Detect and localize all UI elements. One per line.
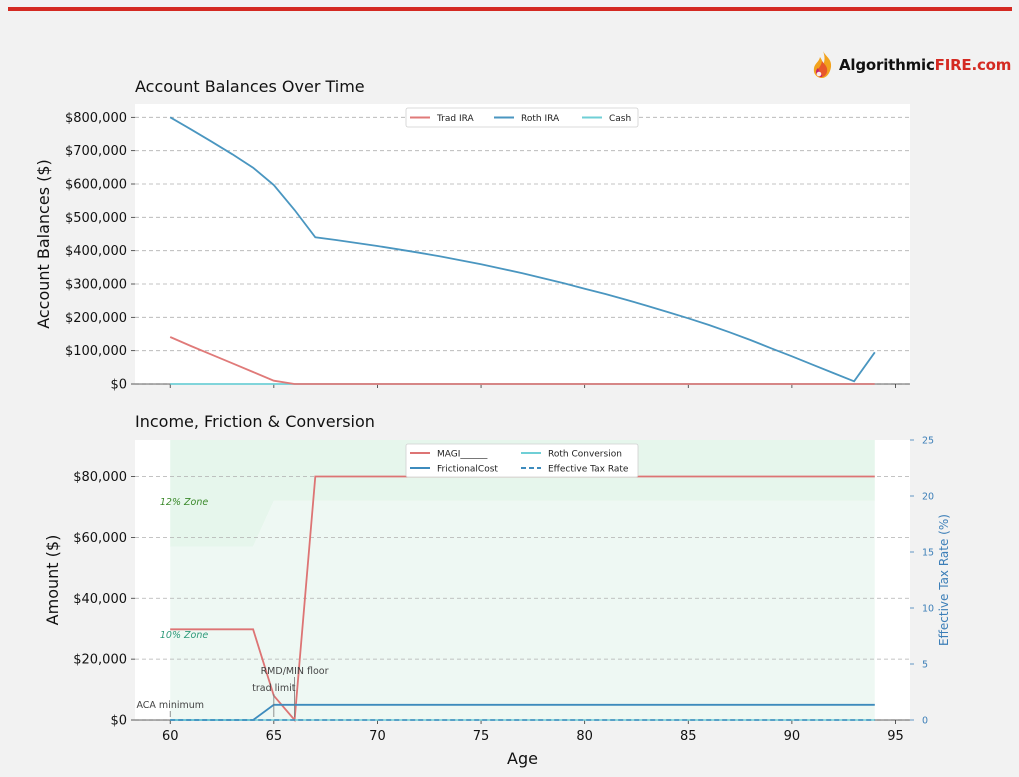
x-tick-label: 90 bbox=[784, 729, 801, 744]
brand-name-part2: FIRE.com bbox=[934, 56, 1012, 74]
y-tick-label: $100,000 bbox=[65, 344, 127, 359]
flame-icon bbox=[813, 51, 832, 78]
y-tick-label: $400,000 bbox=[65, 244, 127, 259]
brand-name-part1: Algorithmic bbox=[839, 56, 935, 74]
brand-name: AlgorithmicFIRE.com bbox=[839, 56, 1011, 74]
annotation-rmd-floor: RMD/MIN floor bbox=[261, 666, 329, 677]
top-accent-bar bbox=[8, 7, 1012, 11]
legend-label-effective-tax-rate: Effective Tax Rate bbox=[548, 465, 629, 475]
y-tick-label: $60,000 bbox=[73, 531, 127, 546]
x-tick-label: 60 bbox=[162, 729, 179, 744]
legend-box bbox=[405, 443, 639, 478]
zone-band-10-zone bbox=[170, 500, 875, 720]
x-tick-label: 85 bbox=[680, 729, 697, 744]
y-axis-label: Amount ($) bbox=[43, 535, 62, 626]
zone-band-12-zone bbox=[170, 440, 875, 547]
y-tick-label: $500,000 bbox=[65, 211, 127, 226]
y-tick-label: $20,000 bbox=[73, 653, 127, 668]
legend-box bbox=[405, 107, 639, 128]
zone-label-12: 12% Zone bbox=[160, 497, 208, 508]
x-tick-label: 95 bbox=[887, 729, 904, 744]
chart-title: Income, Friction & Conversion bbox=[135, 412, 375, 431]
y-tick-label: $300,000 bbox=[65, 278, 127, 293]
y2-tick-label: 5 bbox=[922, 660, 928, 671]
y-tick-label: $700,000 bbox=[65, 144, 127, 159]
zone-label-10: 10% Zone bbox=[160, 630, 208, 641]
y-tick-label: $800,000 bbox=[65, 111, 127, 126]
y2-axis-label: Effective Tax Rate (%) bbox=[937, 514, 951, 646]
series-line-roth-ira bbox=[169, 116, 876, 383]
annotation-aca-minimum: ACA minimum bbox=[136, 700, 204, 711]
x-tick-label: 70 bbox=[369, 729, 386, 744]
chart-title: Account Balances Over Time bbox=[135, 77, 365, 96]
y2-tick-label: 20 bbox=[922, 492, 934, 503]
income-chart: Income, Friction & Conversion 12% Zone 10%… bbox=[43, 412, 951, 768]
y-tick-label: $80,000 bbox=[73, 470, 127, 485]
series-line-trad-ira bbox=[169, 336, 875, 385]
y-tick-label: $200,000 bbox=[65, 311, 127, 326]
y-axis-label: Account Balances ($) bbox=[34, 159, 53, 329]
x-tick-label: 65 bbox=[266, 729, 283, 744]
x-tick-label: 75 bbox=[473, 729, 490, 744]
legend-label-magi: MAGI______ bbox=[437, 450, 488, 460]
y2-tick-label: 10 bbox=[922, 604, 934, 615]
legend-label-roth-conversion: Roth Conversion bbox=[548, 450, 622, 460]
y-tick-label: $0 bbox=[110, 714, 127, 729]
legend-label-frictionalcost: FrictionalCost bbox=[437, 465, 498, 475]
plot-area bbox=[135, 104, 910, 384]
y2-tick-label: 15 bbox=[922, 548, 934, 559]
x-tick-label: 80 bbox=[576, 729, 593, 744]
legend-label-roth-ira: Roth IRA bbox=[521, 114, 560, 124]
annotation-trad-limit: trad limit bbox=[252, 683, 296, 694]
brand-logo[interactable]: AlgorithmicFIRE.com bbox=[810, 48, 1011, 82]
x-axis-label: Age bbox=[507, 749, 538, 768]
y2-tick-label: 0 bbox=[922, 716, 928, 727]
y-tick-label: $40,000 bbox=[73, 592, 127, 607]
balances-chart: Account Balances Over Time $0 $100,000 $200… bbox=[34, 77, 910, 393]
y-tick-label: $600,000 bbox=[65, 178, 127, 193]
legend-label-trad-ira: Trad IRA bbox=[436, 114, 475, 124]
y-tick-label: $0 bbox=[110, 378, 127, 393]
y2-tick-label: 25 bbox=[922, 436, 934, 447]
legend-label-cash: Cash bbox=[609, 114, 631, 124]
